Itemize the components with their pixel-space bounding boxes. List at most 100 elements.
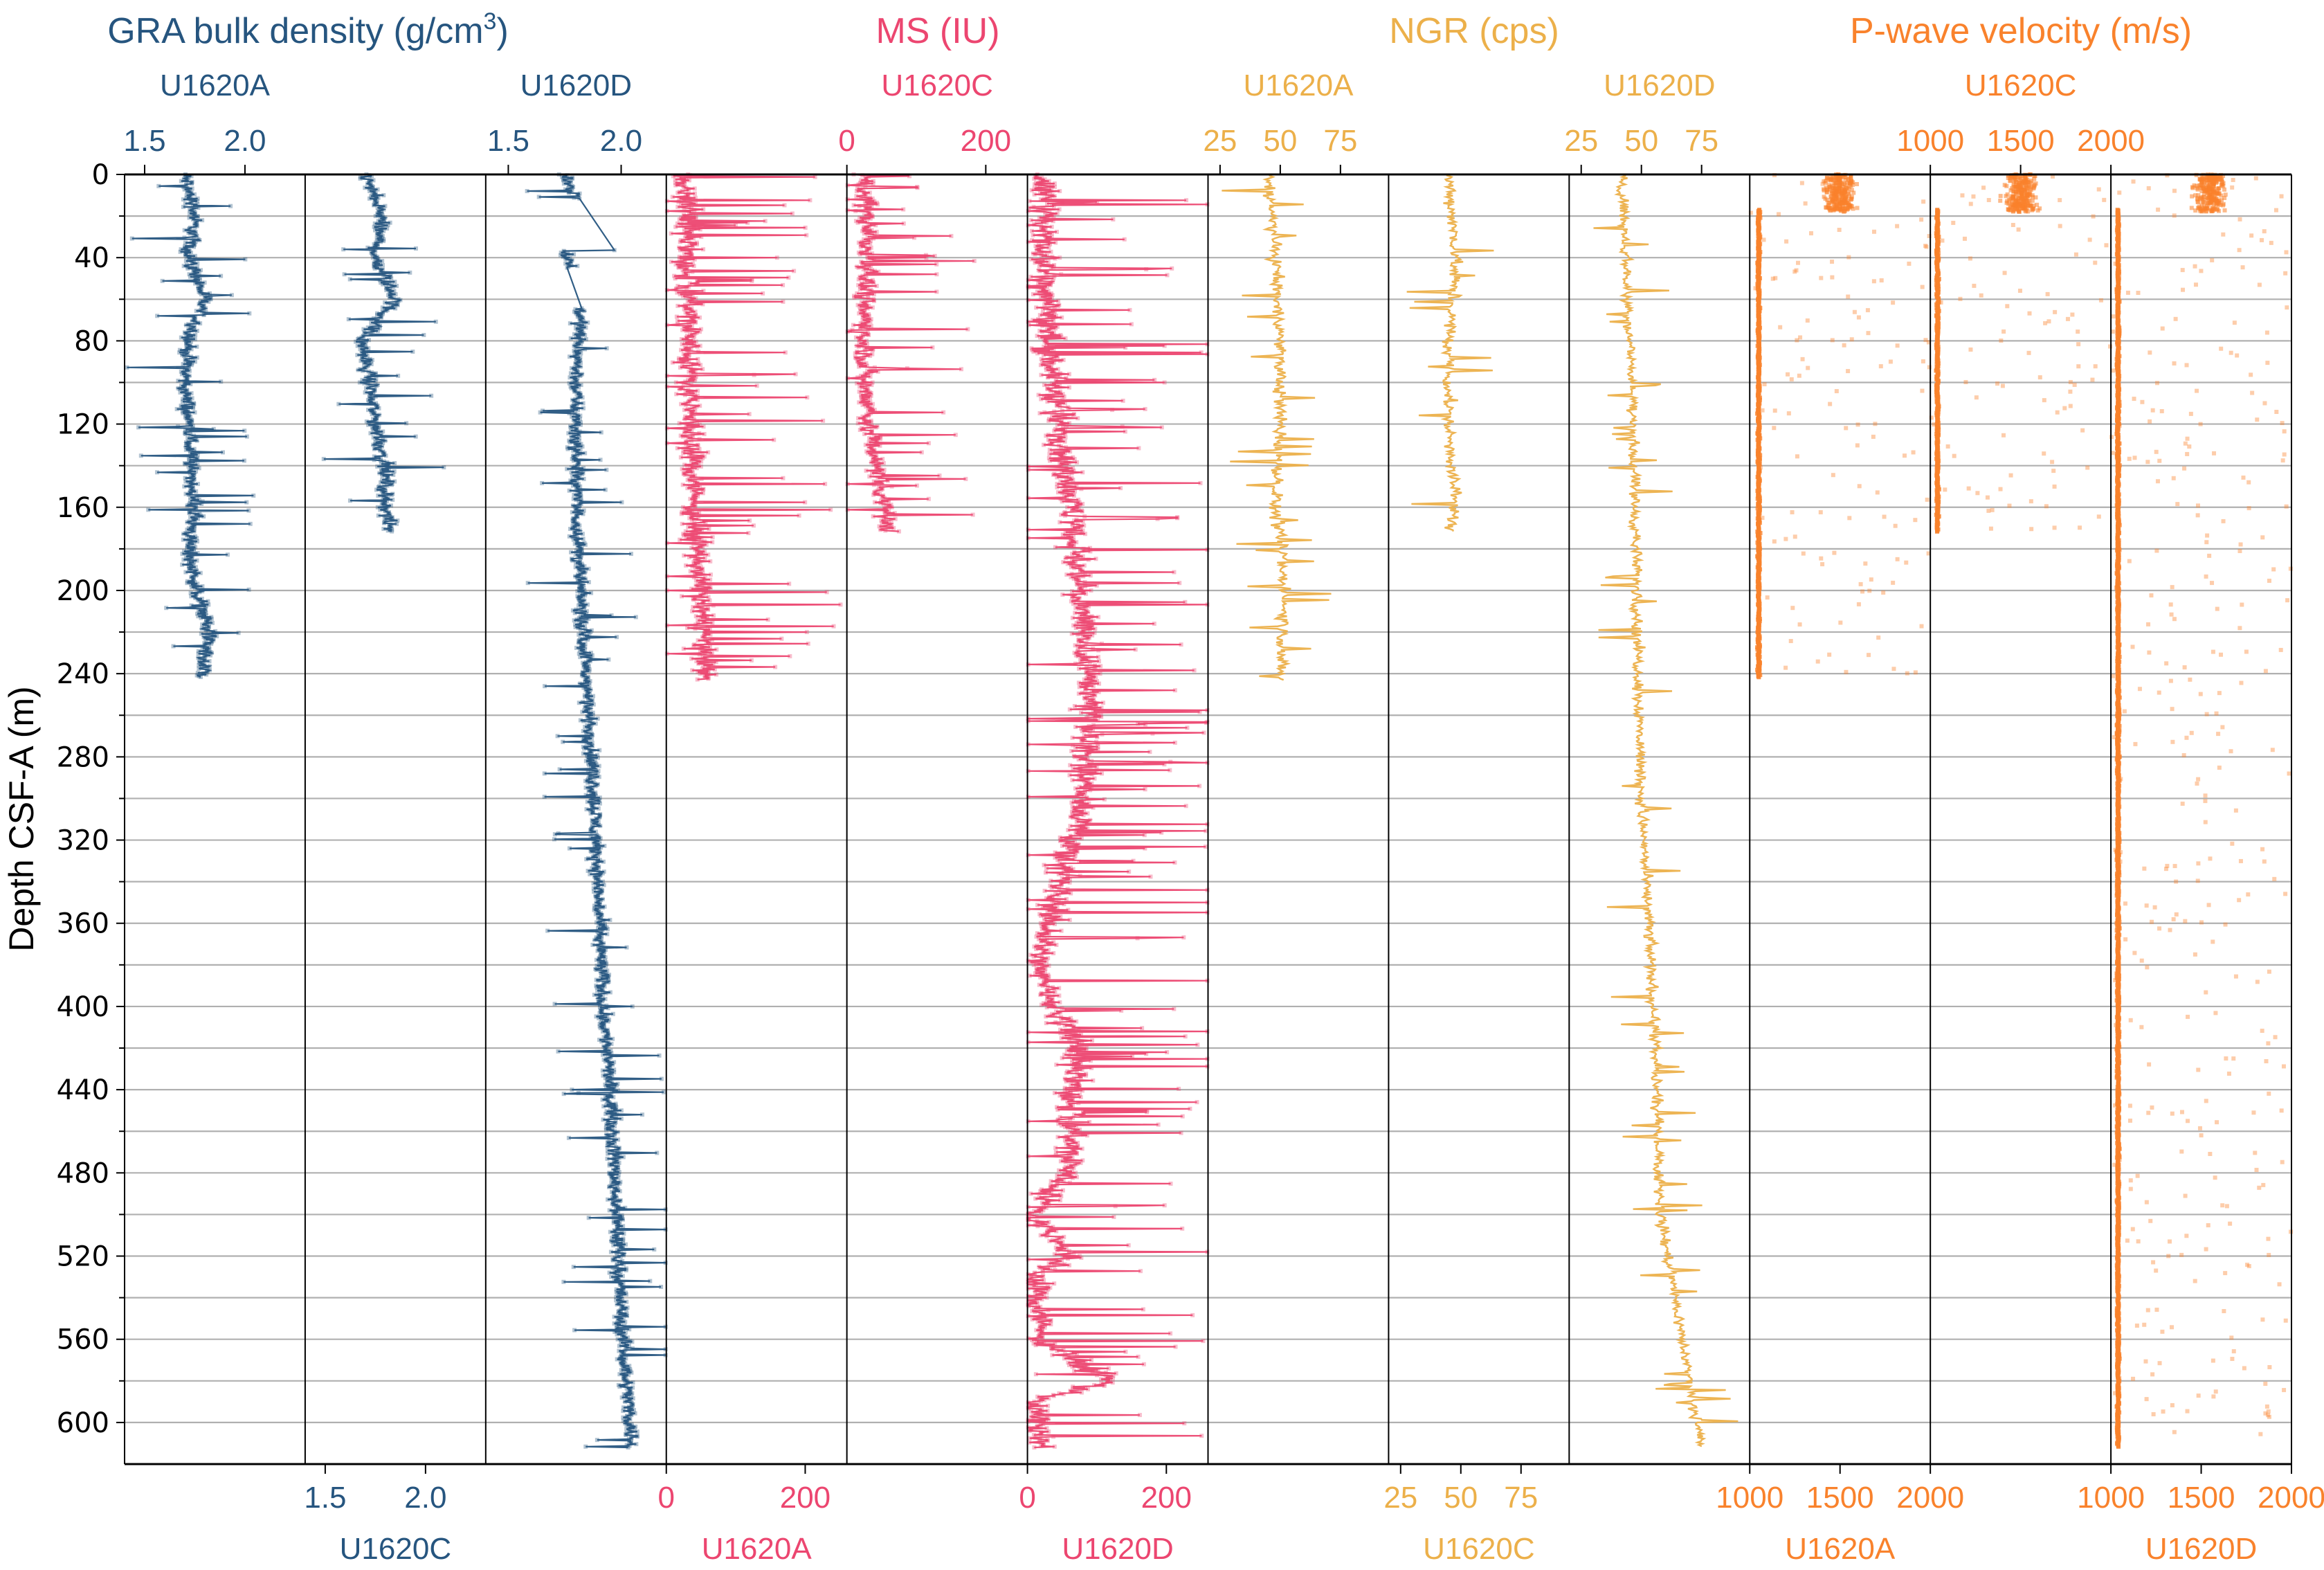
- data-point: [396, 373, 401, 378]
- data-point: [619, 500, 624, 505]
- data-point: [896, 529, 901, 534]
- data-point: [1140, 1026, 1145, 1031]
- data-point: [1183, 804, 1188, 809]
- data-point: [734, 223, 738, 228]
- data-point: [1180, 1114, 1185, 1119]
- data-point: [1143, 787, 1147, 792]
- data-point: [701, 289, 706, 294]
- data-point: [1147, 750, 1152, 755]
- data-point: [751, 523, 756, 528]
- data-point: [336, 401, 341, 406]
- data-point: [821, 418, 826, 423]
- data-point: [1073, 1051, 1078, 1056]
- data-point: [442, 465, 446, 470]
- series-line: [127, 174, 254, 678]
- data-point: [1120, 398, 1125, 403]
- data-point: [1173, 1344, 1178, 1349]
- data-point: [1172, 1007, 1177, 1011]
- data-point: [347, 498, 352, 503]
- data-point: [1071, 602, 1076, 606]
- data-point: [552, 1002, 557, 1007]
- data-point: [804, 630, 809, 635]
- data-point: [745, 220, 750, 225]
- data-point: [1168, 768, 1172, 773]
- data-point: [1033, 1372, 1038, 1377]
- data-point: [628, 552, 633, 557]
- group-title-gra: GRA bulk density (g/cm3): [107, 8, 509, 51]
- data-point: [390, 529, 394, 534]
- data-point: [1030, 237, 1035, 242]
- data-point: [1172, 570, 1177, 575]
- data-point: [1062, 1034, 1067, 1038]
- data-point: [695, 278, 700, 282]
- data-point: [1197, 784, 1202, 788]
- series-line: [323, 173, 444, 532]
- data-point: [1064, 845, 1069, 850]
- data-point: [228, 204, 233, 208]
- data-point: [594, 1438, 599, 1443]
- data-point: [1064, 896, 1069, 901]
- data-point: [1038, 335, 1043, 340]
- data-point: [598, 458, 603, 462]
- data-point: [1156, 1122, 1161, 1127]
- data-point: [1043, 870, 1048, 875]
- panel-0-U1620D: [525, 172, 668, 1450]
- data-point: [552, 837, 556, 842]
- data-point: [781, 299, 786, 304]
- data-point: [823, 482, 828, 487]
- data-point: [657, 1053, 662, 1058]
- data-point: [1185, 725, 1190, 730]
- data-point: [926, 496, 931, 501]
- data-point: [792, 269, 797, 273]
- data-point: [934, 289, 939, 294]
- data-point: [1142, 833, 1147, 838]
- group-title-ms: MS (IU): [875, 11, 999, 51]
- data-point: [1165, 1050, 1170, 1055]
- data-point: [1170, 266, 1174, 271]
- series-line: [847, 173, 974, 532]
- data-point: [1027, 199, 1032, 204]
- data-point: [805, 395, 810, 400]
- data-point: [146, 507, 151, 512]
- panel-1-U1620C: [845, 172, 977, 534]
- data-point: [1177, 1086, 1181, 1091]
- series-line: [527, 173, 666, 1449]
- data-point: [1197, 710, 1202, 714]
- data-point: [1177, 581, 1182, 586]
- data-point: [1143, 846, 1147, 851]
- data-point: [1074, 829, 1079, 834]
- data-point: [429, 393, 434, 398]
- data-point: [682, 226, 687, 231]
- data-point: [1123, 1349, 1128, 1354]
- data-point: [199, 674, 203, 679]
- y-axis-label: Depth CSF-A (m): [2, 686, 41, 951]
- data-point: [1152, 622, 1156, 626]
- data-point: [924, 255, 929, 260]
- data-point: [746, 531, 751, 536]
- data-point: [1199, 350, 1204, 355]
- data-point: [1068, 763, 1073, 768]
- data-layer: [125, 172, 2293, 1450]
- data-point: [1070, 804, 1075, 809]
- data-point: [557, 767, 562, 772]
- data-point: [793, 372, 798, 377]
- data-point: [808, 198, 813, 203]
- data-point: [583, 1444, 588, 1449]
- data-point: [1184, 198, 1189, 203]
- data-point: [779, 636, 784, 641]
- data-point: [1130, 1054, 1135, 1059]
- data-point: [783, 350, 788, 355]
- data-point: [1111, 1215, 1116, 1220]
- data-point: [941, 410, 946, 415]
- data-point: [781, 282, 786, 287]
- data-point: [1071, 1065, 1076, 1070]
- panel-1-U1620A: [664, 172, 843, 682]
- data-point: [1162, 380, 1167, 385]
- data-point: [1091, 709, 1096, 714]
- data-point: [1123, 345, 1128, 350]
- panel-0-U1620C: [321, 172, 446, 534]
- panel-0-U1620A: [125, 172, 256, 679]
- data-point: [1201, 730, 1206, 735]
- data-point: [1181, 935, 1186, 940]
